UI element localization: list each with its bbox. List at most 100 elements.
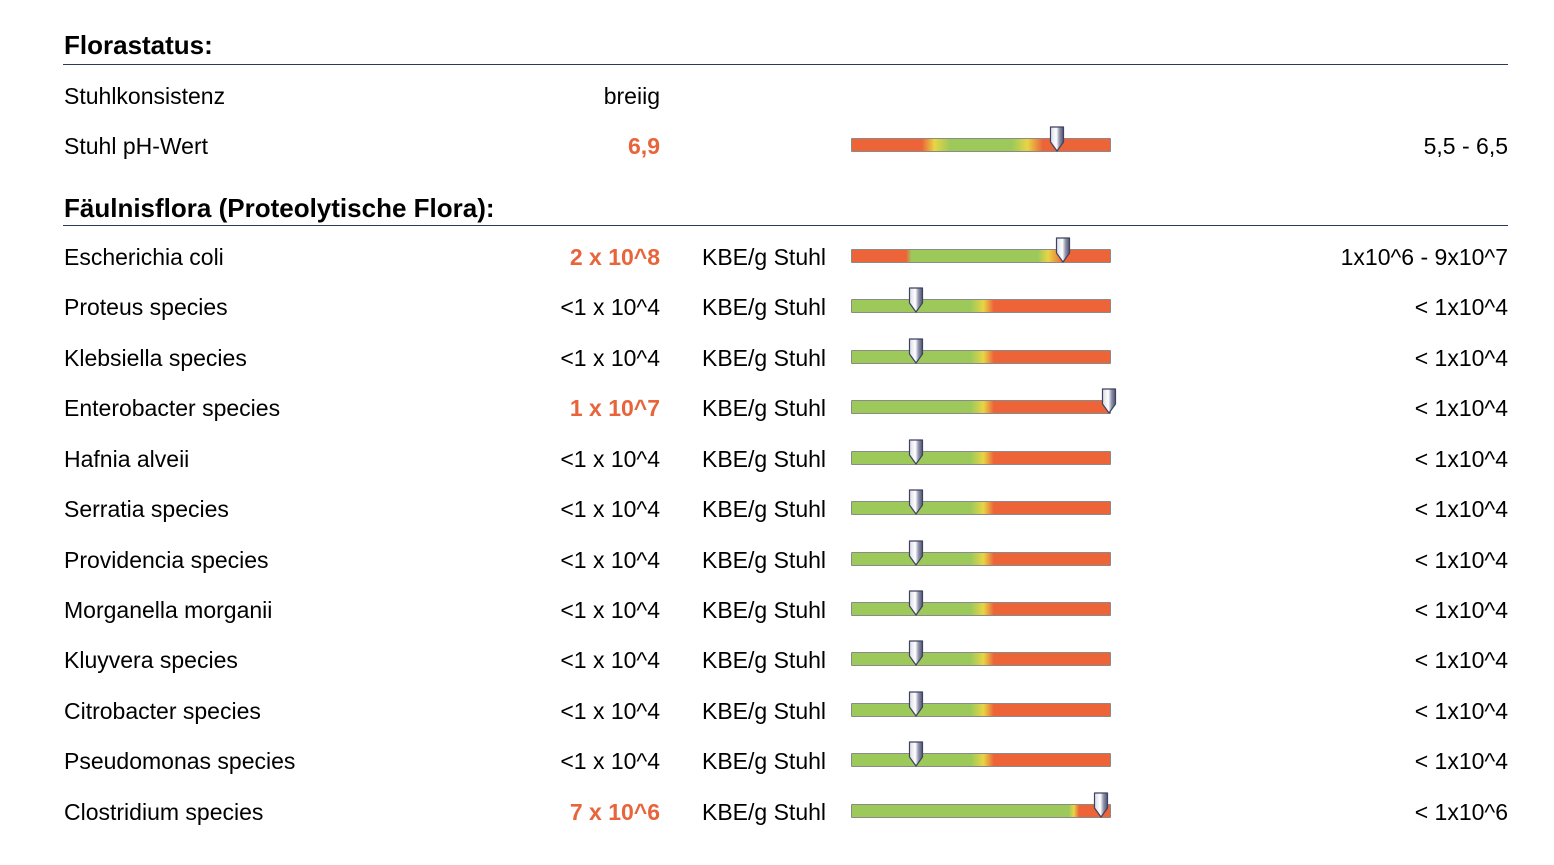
table-row-kluyvera-species: Kluyvera species <1 x 10^4 KBE/g Stuhl < 1…	[0, 640, 1554, 680]
parameter-name: Morganella morganii	[64, 597, 273, 623]
gauge-bar	[851, 249, 1111, 263]
gauge-pointer-icon	[908, 338, 924, 364]
reference-range: < 1x10^4	[1414, 597, 1508, 623]
reference-range: < 1x10^4	[1414, 496, 1508, 522]
reference-range: < 1x10^4	[1414, 446, 1508, 472]
table-row-pseudomonas-species: Pseudomonas species <1 x 10^4 KBE/g Stuhl …	[0, 741, 1554, 781]
range-gauge	[851, 338, 1111, 364]
unit-label: KBE/g Stuhl	[702, 698, 827, 724]
result-value: <1 x 10^4	[560, 698, 660, 724]
range-gauge	[851, 691, 1111, 717]
unit-label: KBE/g Stuhl	[702, 597, 827, 623]
range-gauge	[851, 388, 1117, 414]
result-value: 6,9	[628, 133, 660, 159]
range-gauge	[851, 540, 1111, 566]
result-value: <1 x 10^4	[560, 547, 660, 573]
table-row-stuhlkonsistenz: Stuhlkonsistenz breiig	[0, 76, 1554, 116]
parameter-name: Enterobacter species	[64, 395, 281, 421]
table-row-clostridium-species: Clostridium species 7 x 10^6 KBE/g Stuhl <…	[0, 792, 1554, 832]
parameter-name: Citrobacter species	[64, 698, 261, 724]
parameter-name: Stuhl pH-Wert	[64, 133, 209, 159]
unit-label: KBE/g Stuhl	[702, 748, 827, 774]
table-row-stuhl-ph-wert: Stuhl pH-Wert 6,9 5,5 - 6,5	[0, 126, 1554, 166]
table-row-serratia-species: Serratia species <1 x 10^4 KBE/g Stuhl < 1…	[0, 489, 1554, 529]
range-gauge	[851, 741, 1111, 767]
table-row-citrobacter-species: Citrobacter species <1 x 10^4 KBE/g Stuhl …	[0, 691, 1554, 731]
result-value: 7 x 10^6	[569, 799, 660, 825]
section-title-florastatus: Florastatus:	[64, 30, 213, 60]
gauge-pointer-icon	[908, 489, 924, 515]
reference-range: < 1x10^6	[1414, 799, 1508, 825]
gauge-bar	[851, 350, 1111, 364]
table-row-morganella-morganii: Morganella morganii <1 x 10^4 KBE/g Stuhl …	[0, 590, 1554, 630]
gauge-pointer-icon	[908, 540, 924, 566]
parameter-name: Escherichia coli	[64, 244, 224, 270]
gauge-pointer-icon	[1049, 126, 1065, 152]
table-row-providencia-species: Providencia species <1 x 10^4 KBE/g Stuhl …	[0, 540, 1554, 580]
reference-range: < 1x10^4	[1414, 647, 1508, 673]
gauge-pointer-icon	[908, 741, 924, 767]
unit-label: KBE/g Stuhl	[702, 446, 827, 472]
gauge-pointer-icon	[1101, 388, 1117, 414]
gauge-pointer-icon	[1055, 237, 1071, 263]
range-gauge	[851, 792, 1111, 818]
gauge-bar	[851, 400, 1111, 414]
range-gauge	[851, 439, 1111, 465]
unit-label: KBE/g Stuhl	[702, 244, 827, 270]
result-value: <1 x 10^4	[560, 345, 660, 371]
range-gauge	[851, 489, 1111, 515]
result-value: <1 x 10^4	[560, 647, 660, 673]
result-value: 2 x 10^8	[569, 244, 660, 270]
parameter-name: Proteus species	[64, 294, 228, 320]
range-gauge	[851, 590, 1111, 616]
unit-label: KBE/g Stuhl	[702, 345, 827, 371]
gauge-pointer-icon	[908, 590, 924, 616]
range-gauge	[851, 640, 1111, 666]
result-value: <1 x 10^4	[560, 294, 660, 320]
gauge-bar	[851, 652, 1111, 666]
reference-range: < 1x10^4	[1414, 345, 1508, 371]
table-row-enterobacter-species: Enterobacter species 1 x 10^7 KBE/g Stuhl …	[0, 388, 1554, 428]
parameter-name: Klebsiella species	[64, 345, 247, 371]
result-value: 1 x 10^7	[569, 395, 660, 421]
parameter-name: Clostridium species	[64, 799, 264, 825]
gauge-bar	[851, 602, 1111, 616]
reference-range: 5,5 - 6,5	[1423, 133, 1508, 159]
table-row-hafnia-alveii: Hafnia alveii <1 x 10^4 KBE/g Stuhl < 1x10…	[0, 439, 1554, 479]
table-row-escherichia-coli: Escherichia coli 2 x 10^8 KBE/g Stuhl 1x10…	[0, 237, 1554, 277]
unit-label: KBE/g Stuhl	[702, 294, 827, 320]
table-row-proteus-species: Proteus species <1 x 10^4 KBE/g Stuhl < 1x…	[0, 287, 1554, 327]
gauge-pointer-icon	[908, 691, 924, 717]
section-divider	[63, 64, 1508, 65]
gauge-bar	[851, 703, 1111, 717]
gauge-bar	[851, 451, 1111, 465]
result-value: <1 x 10^4	[560, 748, 660, 774]
unit-label: KBE/g Stuhl	[702, 647, 827, 673]
range-gauge	[851, 287, 1111, 313]
range-gauge	[851, 126, 1111, 152]
gauge-bar	[851, 501, 1111, 515]
reference-range: < 1x10^4	[1414, 547, 1508, 573]
reference-range: < 1x10^4	[1414, 294, 1508, 320]
reference-range: < 1x10^4	[1414, 698, 1508, 724]
gauge-bar	[851, 138, 1111, 152]
result-value: <1 x 10^4	[560, 446, 660, 472]
parameter-name: Providencia species	[64, 547, 269, 573]
gauge-pointer-icon	[1093, 792, 1109, 818]
gauge-bar	[851, 753, 1111, 767]
parameter-name: Serratia species	[64, 496, 229, 522]
gauge-pointer-icon	[908, 287, 924, 313]
section-title-faeulnisflora: Fäulnisflora (Proteolytische Flora):	[64, 193, 495, 223]
unit-label: KBE/g Stuhl	[702, 395, 827, 421]
reference-range: < 1x10^4	[1414, 748, 1508, 774]
section-divider	[63, 225, 1508, 226]
unit-label: KBE/g Stuhl	[702, 799, 827, 825]
gauge-pointer-icon	[908, 640, 924, 666]
reference-range: < 1x10^4	[1414, 395, 1508, 421]
parameter-name: Stuhlkonsistenz	[64, 83, 226, 109]
parameter-name: Hafnia alveii	[64, 446, 190, 472]
gauge-pointer-icon	[908, 439, 924, 465]
parameter-name: Kluyvera species	[64, 647, 238, 673]
parameter-name: Pseudomonas species	[64, 748, 296, 774]
gauge-bar	[851, 552, 1111, 566]
